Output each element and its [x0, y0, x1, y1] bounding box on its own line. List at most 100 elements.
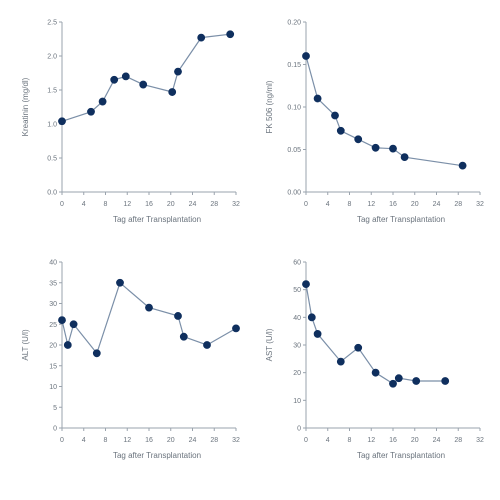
data-point [121, 72, 130, 81]
x-tick-label: 24 [189, 437, 197, 444]
x-tick-label: 0 [304, 201, 308, 208]
y-tick-label: 0.5 [47, 156, 57, 163]
y-tick-label: 10 [293, 398, 301, 405]
data-point [400, 153, 409, 162]
x-tick-label: 20 [167, 437, 175, 444]
data-point [174, 67, 182, 76]
y-tick-label: 40 [49, 260, 57, 267]
series-line [61, 33, 231, 122]
x-axis-title: Tag after Transplantation [113, 451, 201, 460]
x-tick-label: 4 [82, 437, 86, 444]
x-tick-label: 16 [389, 201, 397, 208]
y-tick-label: 0 [53, 426, 57, 433]
data-point [313, 330, 322, 338]
y-tick-label: 20 [49, 343, 57, 350]
data-point [63, 341, 72, 349]
x-tick-label: 24 [189, 201, 197, 208]
y-tick-label: 0 [297, 426, 301, 433]
x-tick-label: 32 [232, 201, 240, 208]
x-tick-label: 20 [411, 437, 419, 444]
series-line [305, 55, 463, 167]
x-tick-label: 24 [433, 437, 441, 444]
x-tick-label: 4 [326, 201, 330, 208]
y-tick-label: 10 [49, 384, 57, 391]
x-tick-label: 0 [60, 201, 64, 208]
y-tick-label: 0.00 [287, 190, 301, 197]
x-tick-label: 0 [60, 437, 64, 444]
data-point [354, 135, 363, 144]
data-point [389, 379, 397, 388]
x-tick-label: 32 [476, 437, 484, 444]
y-axis-title: ALT (U/l) [21, 329, 30, 361]
data-point [394, 374, 403, 383]
x-tick-label: 16 [389, 437, 397, 444]
x-tick-label: 20 [411, 201, 419, 208]
x-tick-label: 8 [348, 201, 352, 208]
data-point [174, 312, 182, 320]
y-axis-title: Kreatinin (mg/dl) [21, 77, 30, 136]
x-tick-label: 28 [454, 201, 462, 208]
data-point [336, 357, 345, 366]
y-tick-label: 20 [293, 370, 301, 377]
y-tick-label: 5 [53, 405, 57, 412]
data-point [58, 117, 66, 126]
data-point [412, 377, 421, 385]
y-axis-title: AST (U/l) [265, 328, 274, 361]
x-tick-label: 20 [167, 201, 175, 208]
y-tick-label: 2.5 [47, 20, 57, 27]
data-point [203, 341, 211, 349]
y-tick-label: 0.05 [287, 147, 301, 154]
data-point [98, 97, 107, 106]
y-tick-label: 1.5 [47, 88, 57, 95]
data-point [139, 80, 148, 89]
x-axis-title: Tag after Transplantation [357, 451, 445, 460]
data-point [226, 30, 235, 39]
data-point [197, 33, 206, 42]
data-point [69, 320, 78, 329]
x-tick-label: 12 [367, 437, 375, 444]
x-tick-label: 16 [145, 437, 153, 444]
x-tick-label: 28 [210, 201, 218, 208]
data-point [92, 349, 101, 358]
data-point [336, 126, 345, 135]
data-point [179, 332, 188, 341]
x-tick-label: 8 [348, 437, 352, 444]
chart-panel-1: 0.0 0.5 1.0 1.5 2.0 2.5 0 4 8 12 16 20 24 28 32 Tag aft… [21, 20, 240, 225]
series-line [61, 281, 237, 355]
x-tick-label: 12 [123, 437, 131, 444]
x-tick-label: 28 [454, 437, 462, 444]
y-tick-label: 2.0 [47, 54, 57, 61]
chart-panel-4: 0 10 20 30 40 50 60 0 4 8 12 16 20 24 28 32 Tag after Tr… [265, 260, 484, 461]
x-tick-label: 28 [210, 437, 218, 444]
x-tick-label: 4 [82, 201, 86, 208]
x-tick-label: 12 [123, 201, 131, 208]
data-point [302, 52, 310, 60]
x-tick-label: 0 [304, 437, 308, 444]
y-tick-label: 15 [49, 363, 57, 370]
data-point [110, 75, 119, 84]
x-tick-label: 32 [476, 201, 484, 208]
x-axis-title: Tag after Transplantation [113, 215, 201, 224]
data-point [371, 143, 380, 152]
x-tick-label: 32 [232, 437, 240, 444]
x-tick-label: 12 [367, 201, 375, 208]
data-point [145, 303, 153, 312]
y-tick-label: 0.15 [287, 62, 301, 69]
chart-panel-3: 0 5 10 15 20 25 30 35 40 0 4 8 12 16 20 24 28 32 Tag after… [21, 260, 240, 461]
data-point [168, 88, 177, 96]
x-tick-label: 4 [326, 437, 330, 444]
data-point [354, 343, 363, 352]
y-tick-label: 60 [293, 260, 301, 267]
series-line [305, 283, 446, 385]
y-tick-label: 30 [49, 301, 57, 308]
y-tick-label: 0.20 [287, 20, 301, 27]
chart-panel-2: 0.00 0.05 0.10 0.15 0.20 0 4 8 12 16 20 24 28 32 Tag a… [265, 20, 484, 225]
data-point [116, 278, 124, 287]
x-axis-title: Tag after Transplantation [357, 215, 445, 224]
y-tick-label: 40 [293, 315, 301, 322]
data-point [371, 368, 380, 377]
data-point [313, 94, 322, 103]
data-point [331, 111, 339, 120]
x-tick-label: 8 [104, 201, 108, 208]
